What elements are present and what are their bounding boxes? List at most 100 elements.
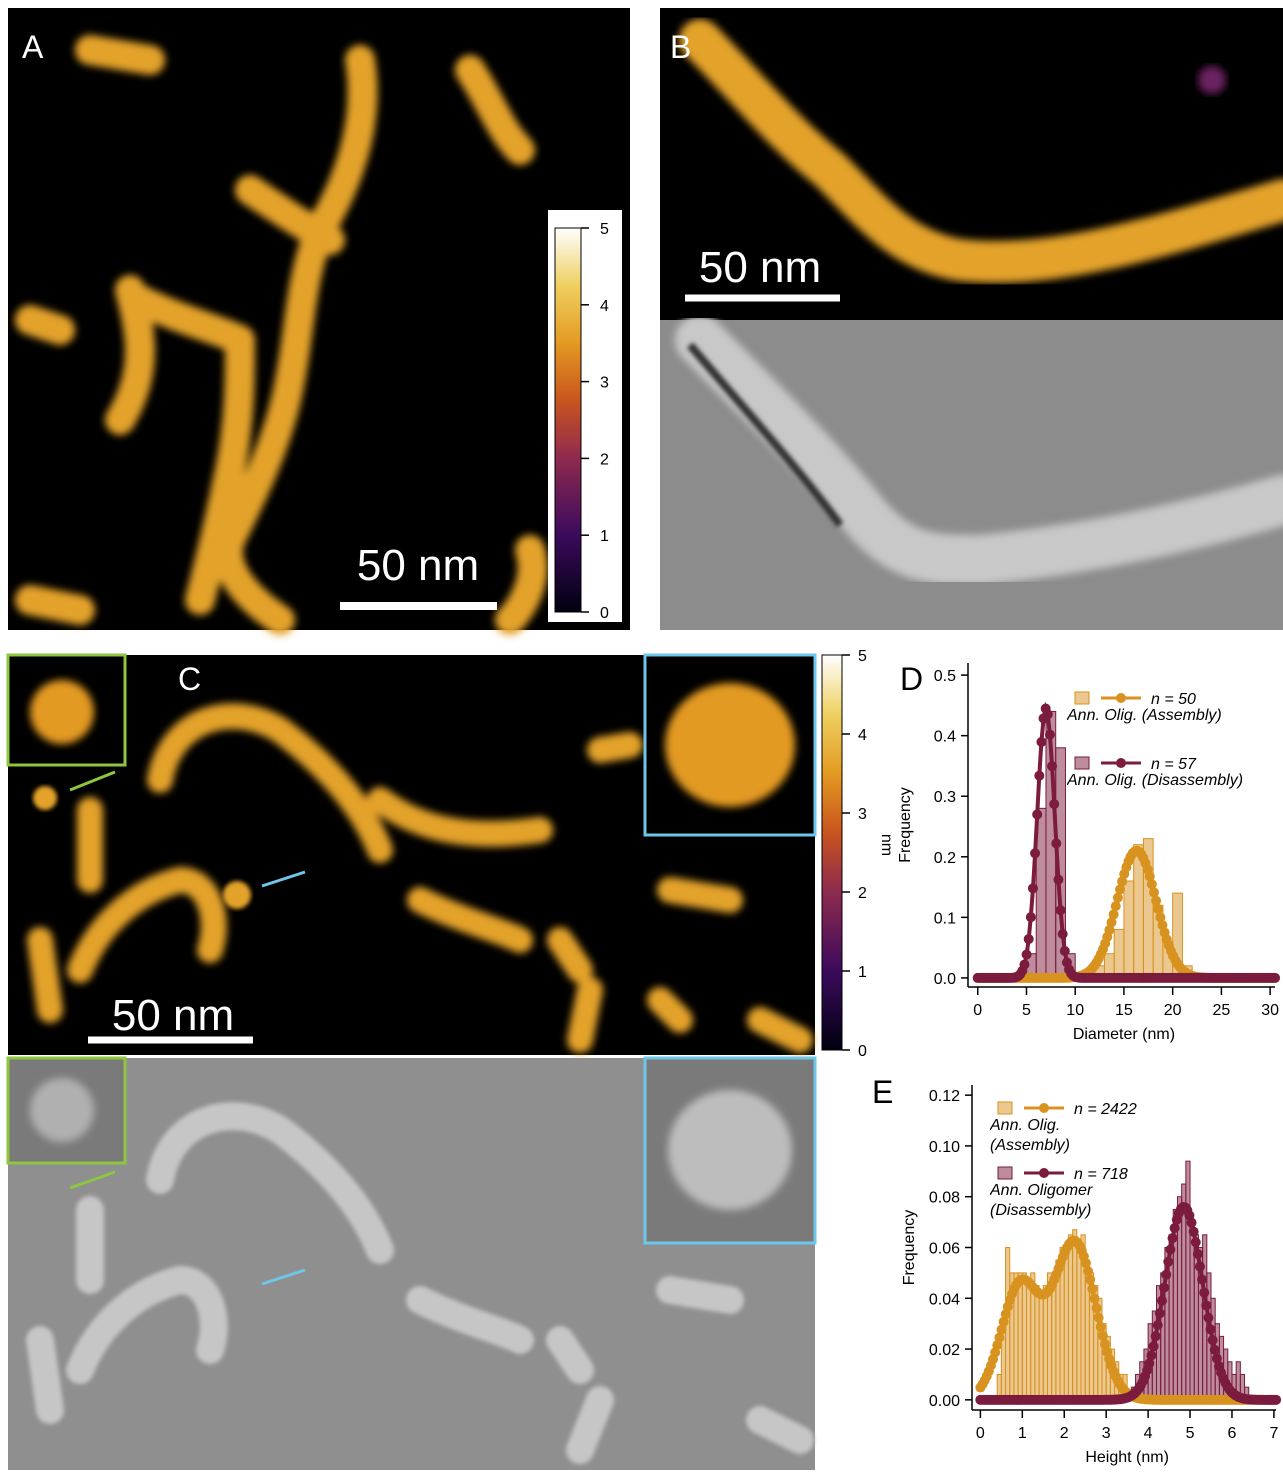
- fit-point: [1149, 887, 1159, 897]
- fit-point: [1028, 883, 1038, 893]
- colorbar-tick-label: 1: [858, 964, 867, 981]
- y-tick-label: 0.10: [929, 1139, 960, 1156]
- colorbar-tick-label: 0: [858, 1043, 867, 1060]
- legend-dot: [1116, 693, 1126, 703]
- x-tick-label: 10: [1066, 1002, 1084, 1019]
- fit-point: [1197, 1275, 1207, 1285]
- oligomer: [223, 881, 251, 909]
- fit-point: [1193, 1249, 1203, 1259]
- x-axis-title: Diameter (nm): [1073, 1026, 1175, 1043]
- fit-point: [1191, 1237, 1201, 1247]
- legend-swatch: [998, 1102, 1012, 1114]
- fit-point: [1187, 1218, 1197, 1228]
- colorbar-c: [822, 655, 842, 1050]
- panel-label: B: [670, 29, 691, 65]
- histogram-bar: [1190, 1222, 1194, 1400]
- fit-point: [1201, 1300, 1211, 1310]
- legend-swatch: [998, 1167, 1012, 1179]
- colorbar-a: [555, 228, 581, 612]
- legend-swatch: [1075, 757, 1089, 769]
- fit-point: [1149, 1341, 1159, 1351]
- y-tick-label: 0.00: [929, 1393, 960, 1410]
- x-tick-label: 3: [1102, 1425, 1111, 1442]
- histogram-bar: [1124, 881, 1134, 978]
- legend-label: Ann. Olig. (Assembly): [990, 1116, 1140, 1156]
- fit-point: [1056, 905, 1066, 915]
- fit-point: [1168, 1233, 1178, 1243]
- fit-point: [1051, 838, 1061, 848]
- fit-point: [1159, 1283, 1169, 1293]
- fit-point: [1155, 1308, 1165, 1318]
- fit-point: [1151, 896, 1161, 906]
- fit-point: [1045, 730, 1055, 740]
- fit-point: [1170, 1223, 1180, 1233]
- colorbar-tick-label: 2: [600, 451, 609, 468]
- colorbar-tick-label: 5: [600, 221, 609, 238]
- histogram-bar: [1035, 1286, 1039, 1400]
- scale-bar-label: 50 nm: [112, 991, 234, 1040]
- fit-point: [1195, 1262, 1205, 1272]
- x-tick-label: 7: [1269, 1425, 1278, 1442]
- inset-oligomer: [668, 1090, 792, 1210]
- x-tick-label: 30: [1261, 1002, 1279, 1019]
- histogram-bar: [1039, 1298, 1043, 1400]
- fit-point: [1022, 949, 1032, 959]
- fit-point: [1092, 1303, 1102, 1313]
- oligomer: [33, 786, 57, 810]
- fit-point: [1049, 799, 1059, 809]
- fit-point: [1113, 893, 1123, 903]
- y-tick-label: 0.4: [934, 729, 956, 746]
- legend-name-box: Ann. Oligomer (Disassembly): [990, 1181, 1140, 1231]
- fit-point: [1161, 1270, 1171, 1280]
- fit-point: [1208, 1335, 1218, 1345]
- fit-point: [1271, 1395, 1281, 1405]
- legend-name-box: Ann. Olig. (Disassembly): [1067, 771, 1267, 821]
- fit-point: [1165, 1244, 1175, 1254]
- colorbar-tick-label: 4: [858, 727, 867, 744]
- x-tick-label: 5: [1186, 1425, 1195, 1442]
- fit-point: [1199, 1288, 1209, 1298]
- y-tick-label: 0.0: [934, 971, 956, 988]
- fit-point: [1060, 946, 1070, 956]
- y-tick-label: 0.04: [929, 1291, 960, 1308]
- y-tick-label: 0.5: [934, 668, 956, 685]
- page: 50 nm A 50 nm B 50 nm C nm: [0, 0, 1283, 1477]
- colorbar-tick-label: 2: [858, 885, 867, 902]
- legend-name-box: Ann. Olig. (Assembly): [1067, 706, 1267, 756]
- histogram-bar: [1043, 1286, 1047, 1400]
- fit-point: [1153, 1320, 1163, 1330]
- histogram-bar: [1186, 1161, 1190, 1400]
- scale-bar-label: 50 nm: [699, 243, 821, 292]
- x-tick-label: 4: [1144, 1425, 1153, 1442]
- histogram-bar: [1068, 1235, 1072, 1400]
- panel-label: C: [178, 661, 201, 697]
- fit-point: [1089, 1293, 1099, 1303]
- x-tick-label: 0: [973, 1002, 982, 1019]
- fit-point: [1083, 1266, 1093, 1276]
- colorbar-tick-label: 0: [600, 605, 609, 622]
- fit-point: [1096, 1322, 1106, 1332]
- histogram-bar: [1022, 1273, 1026, 1400]
- x-tick-label: 15: [1115, 1002, 1133, 1019]
- histogram-bar: [1064, 1248, 1068, 1400]
- fit-point: [1210, 1345, 1220, 1355]
- fit-point: [1019, 960, 1029, 970]
- colorbar-tick-label: 3: [858, 806, 867, 823]
- histogram-bar: [1073, 1230, 1077, 1400]
- histogram-bar: [1027, 1286, 1031, 1400]
- x-axis-title: Height (nm): [1085, 1449, 1169, 1466]
- fit-point: [1053, 875, 1063, 885]
- fit-point: [1163, 1257, 1173, 1267]
- histogram-bar: [1052, 1286, 1056, 1400]
- legend-dot: [1039, 1103, 1049, 1113]
- legend-label: Ann. Olig. (Disassembly): [1067, 771, 1267, 791]
- scale-bar-label: 50 nm: [357, 541, 479, 590]
- fit-point: [1146, 1350, 1156, 1360]
- fit-point: [1203, 1313, 1213, 1323]
- fit-point: [1024, 934, 1034, 944]
- x-tick-label: 2: [1060, 1425, 1069, 1442]
- histogram-bar: [1018, 1273, 1022, 1400]
- fit-point: [1047, 761, 1057, 771]
- histogram-bar: [1077, 1248, 1081, 1400]
- fit-point: [1058, 929, 1068, 939]
